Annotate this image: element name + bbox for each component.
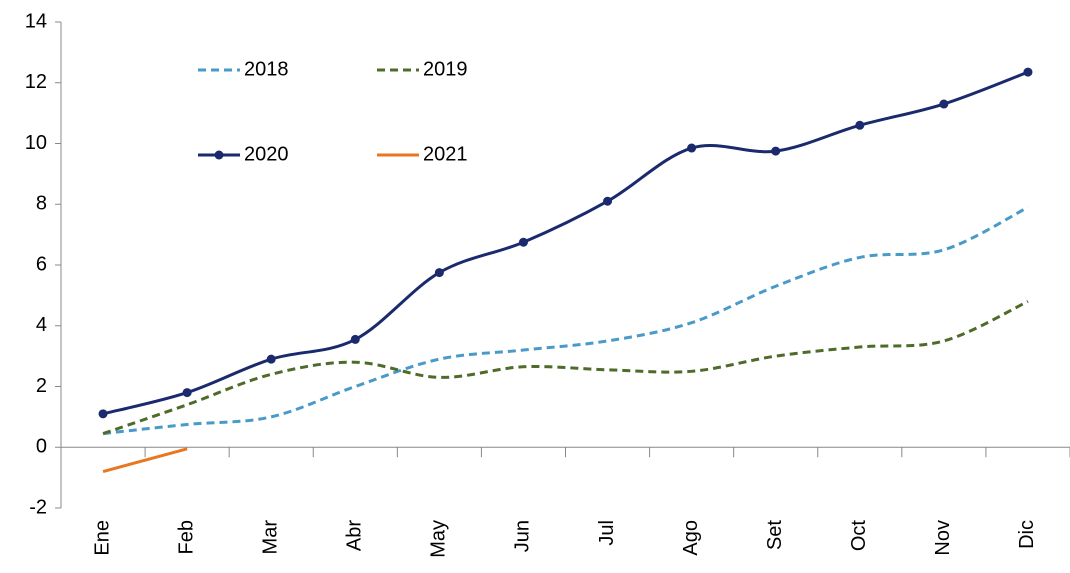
series-line — [102, 300, 1029, 435]
point — [98, 409, 108, 419]
x-tick-label: Nov — [932, 520, 954, 556]
x-tick-label: Jul — [596, 520, 618, 546]
series-line — [102, 70, 1029, 416]
x-tick-label: Oct — [848, 520, 870, 552]
y-tick-label: -2 — [29, 496, 47, 518]
x-tick-label: Abr — [344, 520, 366, 551]
y-tick-label: 0 — [36, 436, 47, 458]
y-tick-label: 14 — [25, 10, 47, 32]
x-tick-label: Feb — [175, 520, 197, 554]
point — [771, 146, 781, 156]
x-tick-label: Jun — [512, 520, 534, 552]
legend-marker — [214, 150, 224, 160]
point — [350, 334, 360, 344]
point — [855, 120, 865, 130]
y-tick-label: 12 — [25, 71, 47, 93]
x-tick-label: Mar — [259, 520, 281, 555]
legend-label: 2020 — [244, 143, 289, 165]
point — [434, 268, 444, 278]
series-line — [102, 205, 1029, 436]
y-tick-label: 2 — [36, 375, 47, 397]
x-tick-label: Ago — [680, 520, 702, 556]
legend-label: 2018 — [244, 58, 289, 80]
legend-label: 2021 — [423, 143, 468, 165]
point — [1023, 67, 1033, 77]
y-tick-label: 8 — [36, 193, 47, 215]
legend-label: 2019 — [423, 58, 468, 80]
series-line — [102, 447, 188, 473]
y-tick-label: 6 — [36, 253, 47, 275]
point — [518, 237, 528, 247]
point — [266, 354, 276, 364]
x-tick-label: Set — [764, 520, 786, 550]
x-tick-label: Dic — [1016, 520, 1038, 549]
y-tick-label: 10 — [25, 132, 47, 154]
x-tick-label: Ene — [91, 520, 113, 556]
x-tick-label: May — [428, 520, 450, 558]
point — [687, 143, 697, 153]
y-tick-label: 4 — [36, 314, 47, 336]
point — [939, 99, 949, 109]
point — [182, 388, 192, 398]
point — [603, 196, 613, 206]
